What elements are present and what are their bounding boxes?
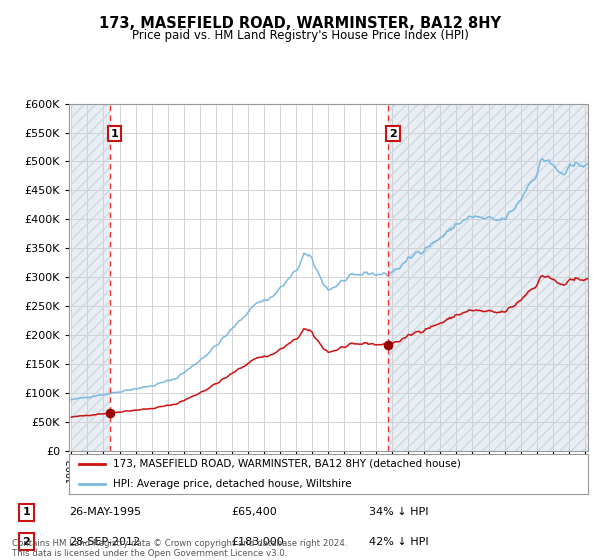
Text: HPI: Average price, detached house, Wiltshire: HPI: Average price, detached house, Wilt… — [113, 479, 352, 489]
Text: 1: 1 — [110, 129, 118, 139]
Text: 34% ↓ HPI: 34% ↓ HPI — [369, 507, 428, 517]
Bar — [71, 104, 110, 451]
Text: £65,400: £65,400 — [231, 507, 277, 517]
Text: 42% ↓ HPI: 42% ↓ HPI — [369, 536, 429, 547]
Text: 2: 2 — [389, 129, 397, 139]
Text: 173, MASEFIELD ROAD, WARMINSTER, BA12 8HY: 173, MASEFIELD ROAD, WARMINSTER, BA12 8H… — [99, 16, 501, 31]
Text: 173, MASEFIELD ROAD, WARMINSTER, BA12 8HY (detached house): 173, MASEFIELD ROAD, WARMINSTER, BA12 8H… — [113, 459, 461, 469]
Bar — [388, 104, 588, 451]
Text: 2: 2 — [23, 536, 30, 547]
Text: Contains HM Land Registry data © Crown copyright and database right 2024.
This d: Contains HM Land Registry data © Crown c… — [12, 539, 347, 558]
Text: Price paid vs. HM Land Registry's House Price Index (HPI): Price paid vs. HM Land Registry's House … — [131, 29, 469, 42]
Bar — [71, 104, 110, 451]
Text: 1: 1 — [23, 507, 30, 517]
Bar — [388, 104, 588, 451]
Text: £183,000: £183,000 — [231, 536, 284, 547]
Text: 26-MAY-1995: 26-MAY-1995 — [70, 507, 142, 517]
Text: 28-SEP-2012: 28-SEP-2012 — [70, 536, 141, 547]
